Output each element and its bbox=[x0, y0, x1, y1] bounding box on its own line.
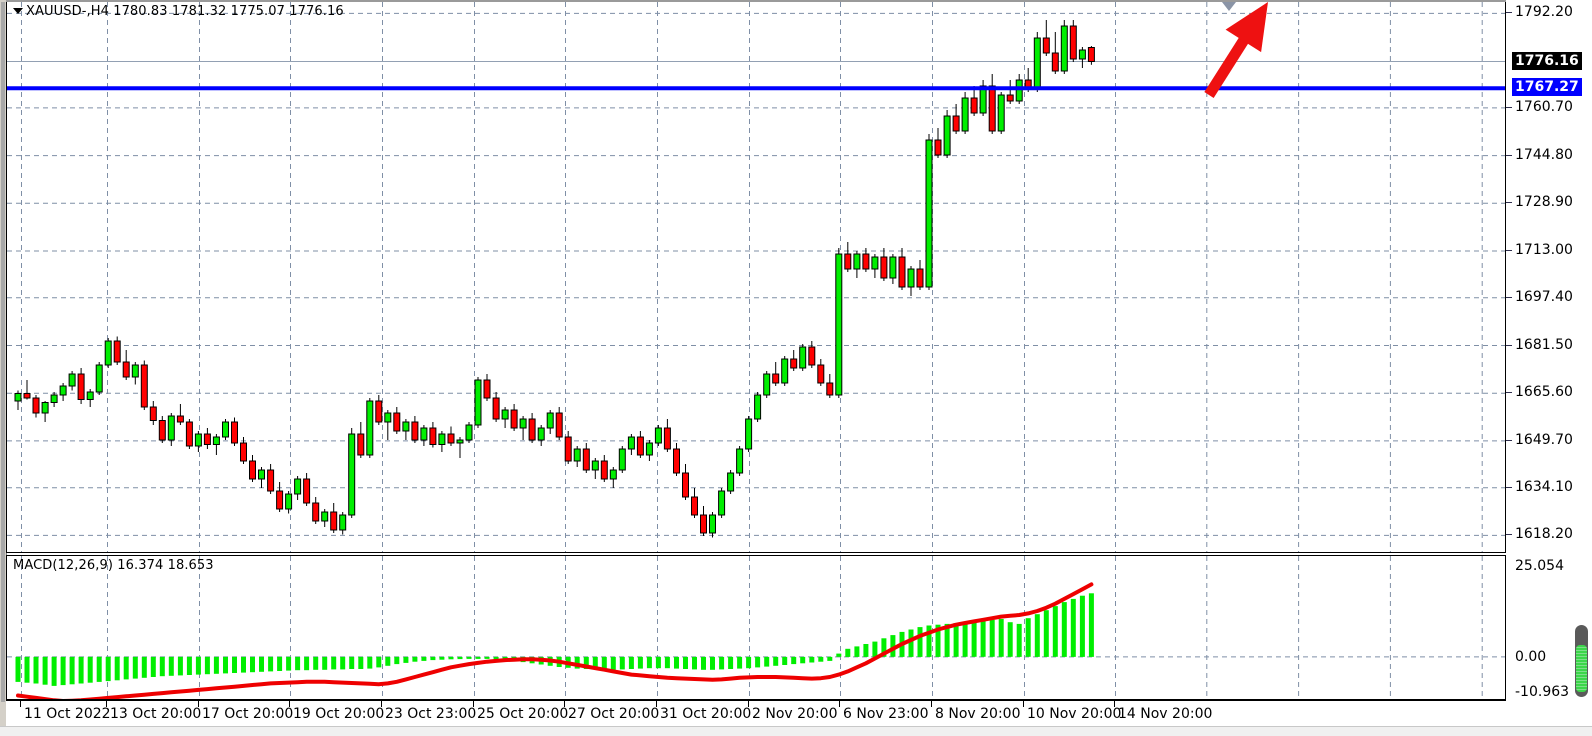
price-tick bbox=[1506, 154, 1512, 156]
price-tick-label: 1649.70 bbox=[1515, 431, 1573, 448]
price-tick-label: 1665.60 bbox=[1515, 384, 1573, 401]
time-tick bbox=[106, 701, 107, 707]
macd-plot bbox=[7, 556, 1505, 699]
time-tick-label: 17 Oct 20:00 bbox=[202, 706, 294, 722]
price-tick bbox=[1506, 202, 1512, 204]
time-tick bbox=[289, 701, 290, 707]
price-tick bbox=[1506, 106, 1512, 108]
price-tick bbox=[1506, 486, 1512, 488]
price-tick bbox=[1506, 392, 1512, 394]
macd-tick-label: 25.054 bbox=[1515, 558, 1564, 574]
macd-tick-label: 0.00 bbox=[1515, 648, 1547, 665]
time-tick-label: 25 Oct 20:00 bbox=[477, 706, 569, 722]
time-tick bbox=[748, 701, 749, 707]
price-tick-label: 1681.50 bbox=[1515, 336, 1573, 353]
price-tick-label: 1744.80 bbox=[1515, 146, 1573, 163]
time-tick bbox=[198, 701, 199, 707]
price-tick bbox=[1506, 12, 1512, 14]
price-scale[interactable]: 1792.20 1776.16 1767.27 1760.70 1744.80 1728.… bbox=[1506, 0, 1592, 735]
vertical-scroll-thumb[interactable] bbox=[1575, 625, 1588, 697]
time-tick bbox=[564, 701, 565, 707]
time-tick-label: 27 Oct 20:00 bbox=[568, 706, 660, 722]
time-tick-label: 6 Nov 23:00 bbox=[843, 706, 929, 722]
price-tick-label: 1760.70 bbox=[1515, 98, 1573, 115]
macd-indicator-label: MACD(12,26,9) 16.374 18.653 bbox=[13, 558, 214, 573]
price-pane[interactable]: XAUUSD-,H4 1780.83 1781.32 1775.07 1776.… bbox=[6, 1, 1506, 553]
macd-pane[interactable]: MACD(12,26,9) 16.374 18.653 bbox=[6, 555, 1506, 700]
chart-frame: XAUUSD-,H4 1780.83 1781.32 1775.07 1776.… bbox=[6, 1, 1506, 734]
last-price-label: 1776.16 bbox=[1512, 51, 1582, 70]
price-tick-label: 1713.00 bbox=[1515, 242, 1573, 258]
vertical-scroll-thumb-fill bbox=[1576, 645, 1587, 692]
price-tick bbox=[1506, 534, 1512, 536]
time-tick-label: 14 Nov 20:00 bbox=[1118, 706, 1213, 722]
price-tick-label: 1618.20 bbox=[1515, 526, 1573, 543]
price-tick bbox=[1506, 296, 1512, 298]
price-tick-label: 1792.20 bbox=[1515, 4, 1573, 21]
time-tick bbox=[1114, 701, 1115, 707]
time-tick-label: 13 Oct 20:00 bbox=[110, 706, 202, 722]
time-tick bbox=[473, 701, 474, 707]
time-tick-label: 11 Oct 2022 bbox=[24, 706, 111, 722]
price-tick bbox=[1506, 250, 1512, 251]
time-tick bbox=[656, 701, 657, 707]
time-tick bbox=[839, 701, 840, 707]
price-tick-label: 1697.40 bbox=[1515, 288, 1573, 305]
time-tick-label: 10 Nov 20:00 bbox=[1027, 706, 1122, 722]
price-tick bbox=[1506, 344, 1512, 346]
vertical-scrollbar-left-thumb[interactable] bbox=[1, 2, 5, 702]
price-tick-label: 1634.10 bbox=[1515, 478, 1573, 495]
time-tick-label: 2 Nov 20:00 bbox=[752, 706, 838, 722]
time-tick bbox=[381, 701, 382, 707]
time-tick-label: 8 Nov 20:00 bbox=[935, 706, 1021, 722]
status-strip bbox=[0, 726, 1592, 736]
time-tick-label: 19 Oct 20:00 bbox=[293, 706, 385, 722]
time-tick-label: 23 Oct 23:00 bbox=[385, 706, 477, 722]
time-tick-label: 31 Oct 20:00 bbox=[660, 706, 752, 722]
macd-tick-label: -10.963 bbox=[1515, 684, 1570, 700]
price-tick-label: 1728.90 bbox=[1515, 194, 1573, 211]
time-tick bbox=[20, 701, 21, 707]
time-tick bbox=[1023, 701, 1024, 707]
triangle-down-icon[interactable] bbox=[13, 7, 23, 14]
time-tick bbox=[931, 701, 932, 707]
price-tick bbox=[1506, 439, 1512, 441]
symbol-header-text: XAUUSD-,H4 1780.83 1781.32 1775.07 1776.… bbox=[26, 4, 344, 19]
window-top-bevel bbox=[6, 0, 1506, 2]
price-plot bbox=[7, 2, 1505, 552]
symbol-header: XAUUSD-,H4 1780.83 1781.32 1775.07 1776.… bbox=[13, 4, 344, 19]
current-price-label: 1767.27 bbox=[1512, 78, 1582, 97]
